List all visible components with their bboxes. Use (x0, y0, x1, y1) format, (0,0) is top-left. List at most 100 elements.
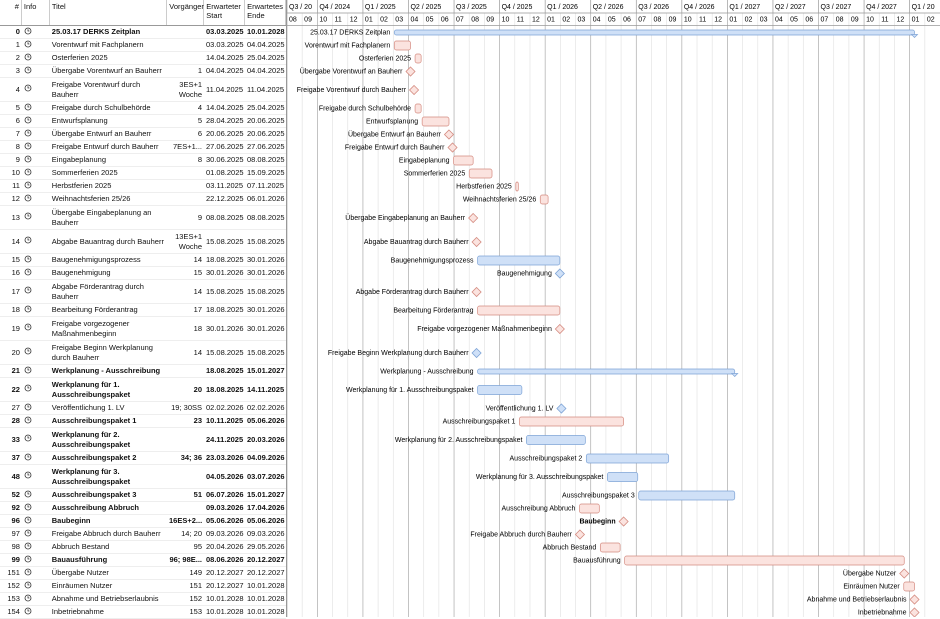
task-id: 12 (11, 194, 20, 204)
bar-label: Werkplanung für 3. Ausschreibungspaket (476, 474, 604, 481)
bar-label: Freigabe Abbruch durch Bauherr (470, 531, 572, 538)
task-id: 21 (11, 366, 20, 376)
task-id: 153 (7, 594, 20, 604)
task-table: # Info Titel Vorgänger Erwarteter Start … (0, 0, 287, 619)
task-start: 18.08.2025 (206, 366, 244, 376)
quarter-label: Q2 / 2026 (593, 4, 624, 11)
task-bar (414, 103, 422, 114)
task-id: 97 (11, 529, 20, 539)
clock-icon (24, 142, 32, 150)
task-row: 22 Werkplanung für 1. Ausschreibungspaket… (0, 378, 286, 402)
task-end: 10.01.2028 (247, 594, 285, 604)
task-end: 10.01.2028 (247, 27, 285, 37)
task-title: Baugenehmigungsprozess (51, 255, 141, 265)
clock-icon (24, 555, 32, 563)
month-label: 02 (745, 16, 753, 23)
header-cell: Vorgänger (167, 0, 205, 25)
month-label: 07 (456, 16, 464, 23)
task-end: 08.08.2025 (247, 212, 285, 222)
task-title: Werkplanung für 2. Ausschreibungspaket (51, 430, 131, 449)
task-row: 96 Baubeginn 16ES+2... 05.06.2026 05.06.2026 (0, 515, 286, 528)
task-pred: 14 (193, 255, 202, 265)
summary-bar (393, 29, 915, 36)
info-icons (22, 490, 50, 501)
task-id: 15 (11, 255, 20, 265)
task-bar (539, 194, 549, 205)
task-row: 10 Sommerferien 2025 01.08.2025 15.09.2025 (0, 167, 286, 180)
clock-icon (24, 471, 32, 479)
task-pred: 96; 98E... (169, 555, 202, 565)
info-icons (22, 168, 50, 179)
task-start: 30.01.2026 (206, 268, 244, 278)
task-start: 09.03.2026 (206, 529, 244, 539)
month-label: 02 (927, 16, 935, 23)
task-end: 17.04.2026 (247, 503, 285, 513)
quarter-label: Q1 / 2026 (547, 4, 578, 11)
gantt: 08 09 10 11 12 01 02 03 04 05 06 07 08 09 10 11 12 01 02 03… (287, 0, 940, 617)
task-title: Osterferien 2025 (51, 53, 108, 63)
task-bar (585, 453, 670, 464)
task-start: 27.06.2025 (206, 142, 244, 152)
clock-icon (24, 116, 32, 124)
clock-icon (24, 268, 32, 276)
task-bar (477, 255, 561, 266)
task-row: 7 Übergabe Entwurf an Bauherr 6 20.06.2025 2… (0, 128, 286, 141)
quarter-label: Q3 / 2025 (456, 4, 487, 11)
header-cell: Erwartetes Ende (245, 0, 286, 25)
task-row: 15 Baugenehmigungsprozess 14 18.08.2025 30.0… (0, 254, 286, 267)
milestone (554, 323, 565, 335)
task-id: 0 (15, 27, 20, 37)
info-icons (22, 286, 50, 297)
info-icons (22, 323, 50, 334)
task-end: 04.04.2025 (247, 66, 285, 76)
task-title: Ausschreibungspaket 2 (51, 453, 137, 463)
task-start: 04.04.2025 (206, 66, 244, 76)
info-icons (22, 255, 50, 266)
task-id: 37 (11, 453, 20, 463)
month-label: 09 (486, 16, 494, 23)
task-end: 03.07.2026 (247, 471, 285, 481)
milestone (909, 607, 920, 617)
task-row: 5 Freigabe durch Schulbehörde 4 14.04.2025 2… (0, 102, 286, 115)
task-id: 152 (7, 581, 20, 591)
info-icons (22, 27, 50, 38)
task-title: Freigabe durch Schulbehörde (51, 103, 151, 113)
task-pred: 14 (193, 347, 202, 357)
clock-icon (24, 366, 32, 374)
milestone (909, 594, 920, 605)
milestone (471, 347, 482, 359)
task-row: 1 Vorentwurf mit Fachplanern 03.03.2025 04.… (0, 39, 286, 52)
task-row: 8 Freigabe Entwurf durch Bauherr 7ES+1... 2… (0, 141, 286, 154)
bar-label: Werkplanung - Ausschreibung (380, 368, 473, 375)
clock-icon (24, 323, 32, 331)
clock-icon (24, 236, 32, 244)
clock-icon (24, 607, 32, 615)
task-start: 15.08.2025 (206, 236, 244, 246)
task-title: Weihnachtsferien 25/26 (51, 194, 131, 204)
task-row: 92 Ausschreibung Abbruch 09.03.2026 17.04.2… (0, 502, 286, 515)
task-end: 30.01.2026 (247, 305, 285, 315)
task-id: 18 (11, 305, 20, 315)
month-label: 03 (578, 16, 586, 23)
task-end: 04.09.2026 (247, 453, 285, 463)
task-title: Übergabe Nutzer (51, 568, 109, 578)
task-bar (638, 490, 736, 501)
bar-label: Baubeginn (579, 518, 615, 525)
task-end: 02.02.2026 (247, 403, 285, 413)
task-id: 16 (11, 268, 20, 278)
task-start: 14.04.2025 (206, 53, 244, 63)
task-id: 7 (15, 129, 20, 139)
bar-label: 25.03.17 DERKS Zeitplan (310, 29, 390, 36)
clock-icon (24, 103, 32, 111)
task-pred: 23 (193, 416, 202, 426)
quarter-label: Q4 / 2026 (684, 4, 715, 11)
task-end: 04.04.2025 (247, 40, 285, 50)
header-cell: Titel (50, 0, 168, 25)
task-pred: 19; 30SS (171, 403, 202, 413)
task-start: 18.08.2025 (206, 255, 244, 265)
month-label: 10 (684, 16, 692, 23)
bar-label: Inbetriebnahme (858, 609, 907, 616)
task-row: 20 Freigabe Beginn Werkplanung durch Bauh… (0, 341, 286, 365)
task-id: 19 (11, 323, 20, 333)
month-label: 01 (365, 16, 373, 23)
